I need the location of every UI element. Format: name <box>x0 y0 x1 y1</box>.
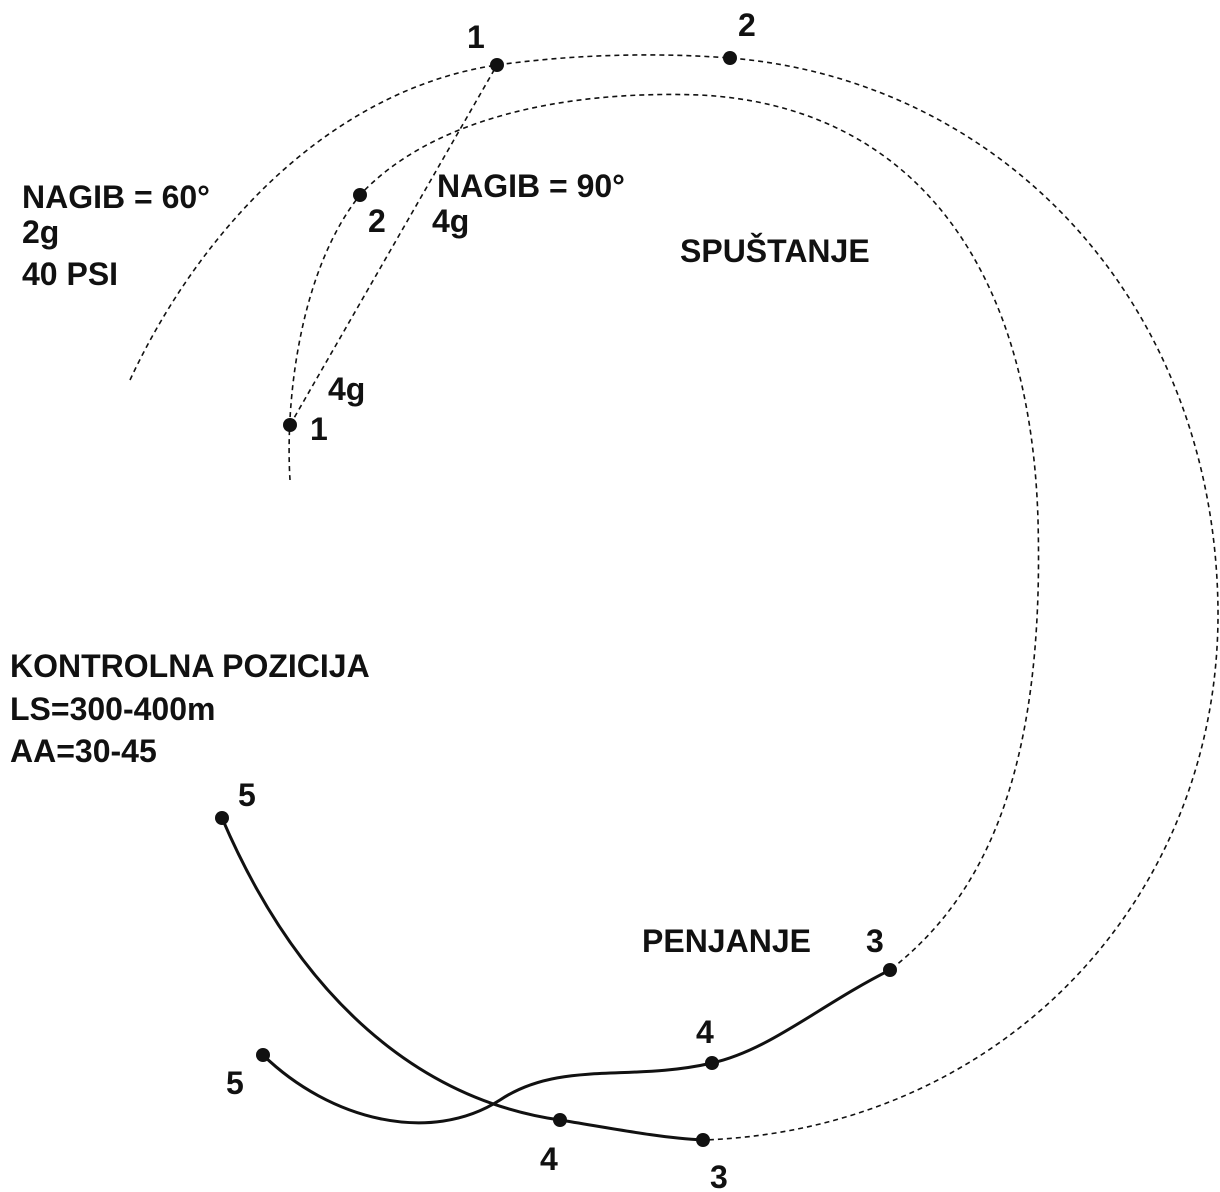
outer-path <box>129 54 1219 1141</box>
point <box>723 51 737 65</box>
point <box>215 811 229 825</box>
straight-path <box>289 64 498 426</box>
climb-path-outer <box>220 817 704 1142</box>
bank-label: NAGIB = 90° <box>437 168 625 204</box>
bank-label: NAGIB = 60° <box>22 179 210 215</box>
descent-label: SPUŠTANJE <box>680 233 870 269</box>
point-label: 1 <box>310 411 328 447</box>
point-label: 5 <box>226 1065 244 1101</box>
point-label: 2 <box>368 203 386 239</box>
point <box>705 1056 719 1070</box>
point <box>353 188 367 202</box>
control-label: AA=30-45 <box>10 733 157 769</box>
inner-path <box>288 93 1040 971</box>
point-label: 1 <box>467 19 485 55</box>
bank-label: 40 PSI <box>22 256 118 292</box>
point-label: 4 <box>540 1141 558 1177</box>
point <box>696 1133 710 1147</box>
point-label: 5 <box>238 777 256 813</box>
control-label: KONTROLNA POZICIJA <box>10 648 370 684</box>
point <box>256 1048 270 1062</box>
point <box>553 1113 567 1127</box>
bank-label: 2g <box>22 214 59 250</box>
point-label: 3 <box>866 923 884 959</box>
climb-label: PENJANJE <box>642 923 811 959</box>
point-label: 2 <box>738 7 756 43</box>
point <box>283 418 297 432</box>
control-label: LS=300-400m <box>10 691 215 727</box>
bank-label: 4g <box>432 203 469 239</box>
point <box>883 963 897 977</box>
climb-path-inner <box>261 968 891 1125</box>
points <box>215 51 897 1147</box>
point-label: 4 <box>696 1014 714 1050</box>
point <box>490 58 504 72</box>
point-label: 3 <box>710 1159 728 1192</box>
point-label: 4g <box>328 371 365 407</box>
